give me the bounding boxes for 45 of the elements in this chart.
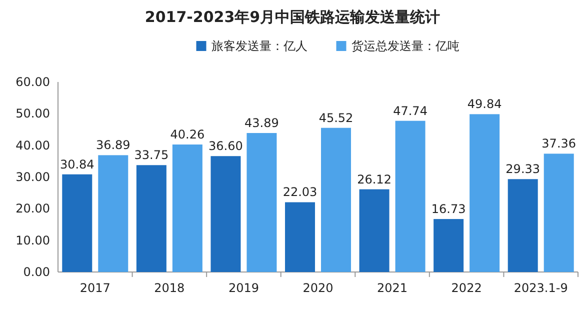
bar <box>172 144 202 272</box>
x-tick-label: 2021 <box>377 281 408 295</box>
y-tick-label: 50.00 <box>16 106 50 121</box>
bar <box>544 154 574 272</box>
data-label: 40.26 <box>170 128 205 142</box>
data-label: 33.75 <box>134 148 169 162</box>
y-tick-label: 0.00 <box>23 265 50 279</box>
bar <box>321 128 351 272</box>
bar <box>246 133 277 272</box>
x-tick-label: 2018 <box>154 281 185 295</box>
bar <box>395 120 426 272</box>
data-label: 43.89 <box>244 116 279 130</box>
y-tick-label: 20.00 <box>16 202 50 216</box>
data-label: 45.52 <box>318 110 354 125</box>
x-tick-label: 2020 <box>302 281 334 295</box>
data-label: 26.12 <box>357 172 392 186</box>
bar <box>285 202 315 272</box>
bar <box>98 155 128 272</box>
x-tick-label: 2022 <box>451 281 482 295</box>
legend-label: 货运总发送量：亿吨 <box>351 39 460 53</box>
y-tick-label: 30.00 <box>16 170 50 184</box>
data-label: 47.74 <box>393 104 428 118</box>
data-label: 16.73 <box>431 202 466 216</box>
bar <box>508 179 538 272</box>
data-label: 36.89 <box>96 138 130 152</box>
bar <box>470 114 500 272</box>
bar <box>62 174 92 272</box>
data-label: 36.60 <box>208 139 243 154</box>
x-tick-label: 2023.1-9 <box>514 281 568 295</box>
x-tick-label: 2017 <box>80 281 110 295</box>
y-tick-label: 60.00 <box>16 75 50 89</box>
chart-title: 2017-2023年9月中国铁路运输发送量统计 <box>144 8 440 26</box>
y-tick-label: 10.00 <box>16 233 50 248</box>
data-label: 29.33 <box>506 162 540 176</box>
data-label: 49.84 <box>467 97 502 112</box>
data-label: 30.84 <box>60 157 94 172</box>
bar <box>210 156 241 272</box>
x-tick-label: 2019 <box>228 281 259 295</box>
bar <box>136 165 166 272</box>
legend-label: 旅客发送量：亿人 <box>211 39 308 53</box>
y-tick-label: 40.00 <box>16 138 50 152</box>
bar <box>359 189 390 272</box>
bar <box>434 219 464 272</box>
data-label: 37.36 <box>542 136 576 151</box>
data-label: 22.03 <box>282 185 318 200</box>
